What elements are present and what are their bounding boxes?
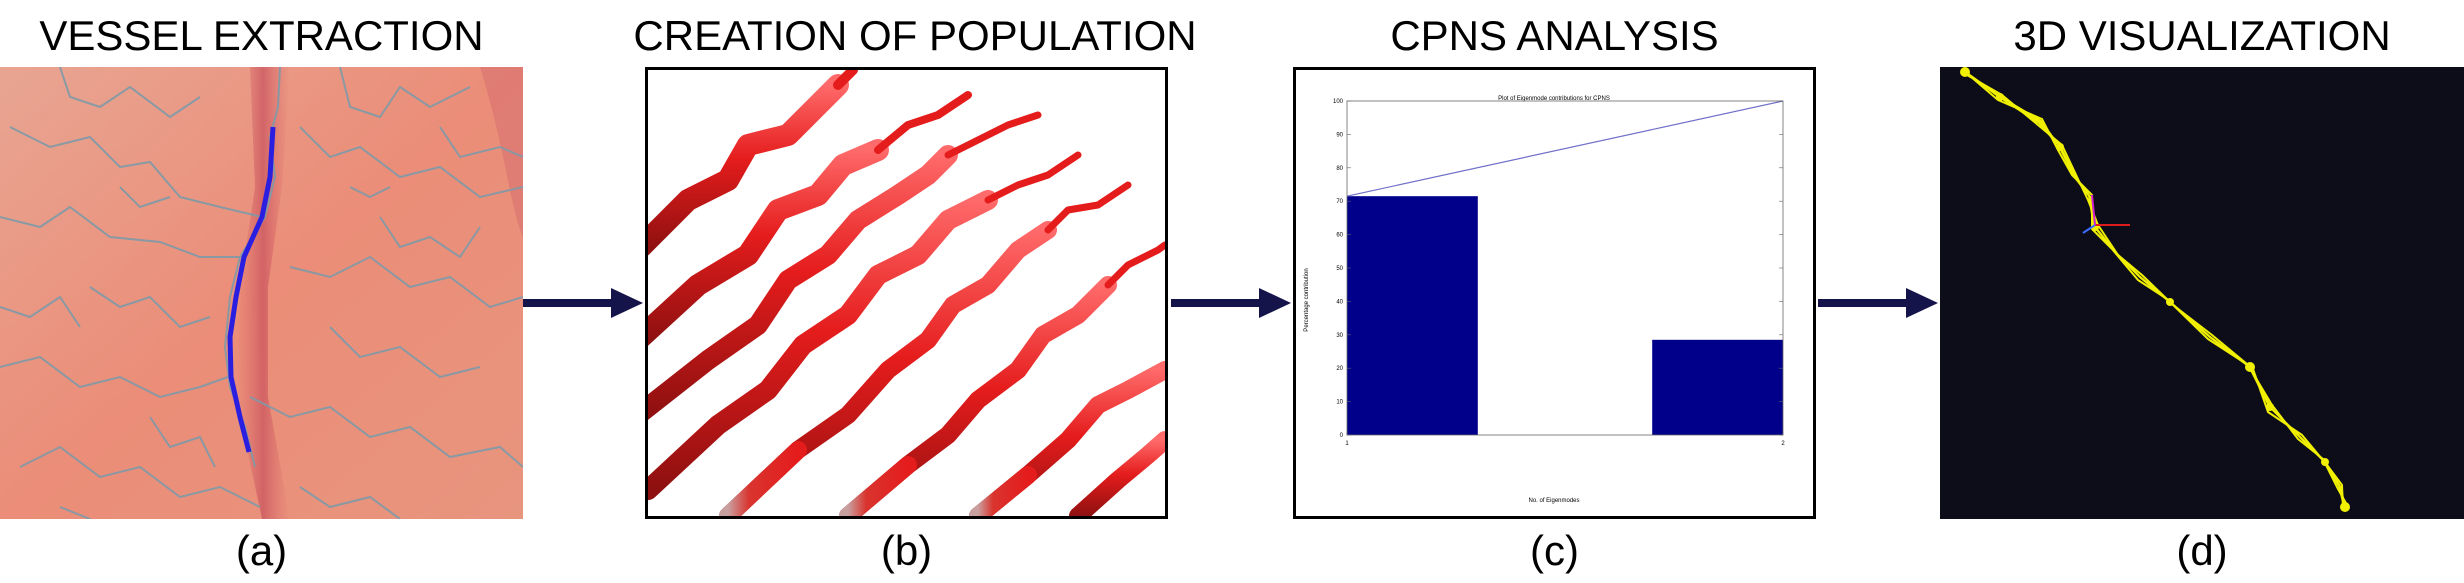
tube-strands [648, 70, 1165, 516]
population-render [645, 67, 1168, 519]
y-tick-label-90: 90 [1336, 132, 1343, 138]
arrow-c-to-d [1818, 288, 1938, 318]
cpns-chart-panel: Plot of Eigenmode contributions for CPNS… [1293, 67, 1816, 519]
x-tick-label-2: 2 [1781, 441, 1785, 447]
curve-control-points [1960, 67, 2350, 512]
vessel-population-tubes [648, 70, 1165, 516]
y-tick-label-40: 40 [1336, 299, 1343, 305]
label-b: (b) [880, 527, 933, 574]
y-tick-label-70: 70 [1336, 199, 1343, 205]
stage-title-3d-visualization: 3D VISUALIZATION [2013, 12, 2391, 59]
axis-gizmo [2082, 194, 2130, 234]
chart-title: Plot of Eigenmode contributions for CPNS [1498, 96, 1610, 102]
label-a: (a) [235, 527, 288, 574]
3d-curve-bundle [1960, 67, 2350, 512]
y-tick-label-10: 10 [1336, 400, 1343, 406]
arrow-b-to-c [1171, 288, 1291, 318]
3d-visualization-render [1940, 67, 2464, 519]
x-tick-label-1: 1 [1345, 441, 1349, 447]
y-tick-label-80: 80 [1336, 166, 1343, 172]
y-tick-label-30: 30 [1336, 333, 1343, 339]
y-axis-label: Percentage contribution [1304, 268, 1310, 331]
vessel-extraction-image [0, 67, 523, 519]
bar-1 [1347, 196, 1478, 435]
label-d: (d) [2176, 527, 2228, 574]
y-tick-label-50: 50 [1336, 266, 1343, 272]
cumulative-line [1346, 100, 1784, 197]
selected-vessel-centerline [227, 126, 276, 453]
label-c: (c) [1530, 527, 1579, 574]
arrow-a-to-b [523, 288, 643, 318]
cpns-bar-chart: Plot of Eigenmode contributions for CPNS… [1304, 96, 1785, 504]
side-vessel-band [480, 67, 523, 237]
x-axis-label: No. of Eigenmodes [1528, 498, 1579, 504]
stage-title-creation-of-population: CREATION OF POPULATION [633, 12, 1197, 59]
bar-2 [1652, 339, 1783, 435]
main-vessel-band [236, 67, 290, 519]
y-tick-label-0: 0 [1340, 433, 1344, 439]
y-tick-label-60: 60 [1336, 233, 1343, 239]
y-tick-label-20: 20 [1336, 366, 1343, 372]
retina-vessel-map [0, 67, 523, 519]
stage-title-cpns-analysis: CPNS ANALYSIS [1390, 12, 1719, 59]
yellow-curve-bundle [1962, 69, 2348, 510]
y-tick-label-100: 100 [1333, 99, 1344, 105]
stage-title-vessel-extraction: VESSEL EXTRACTION [39, 12, 484, 59]
